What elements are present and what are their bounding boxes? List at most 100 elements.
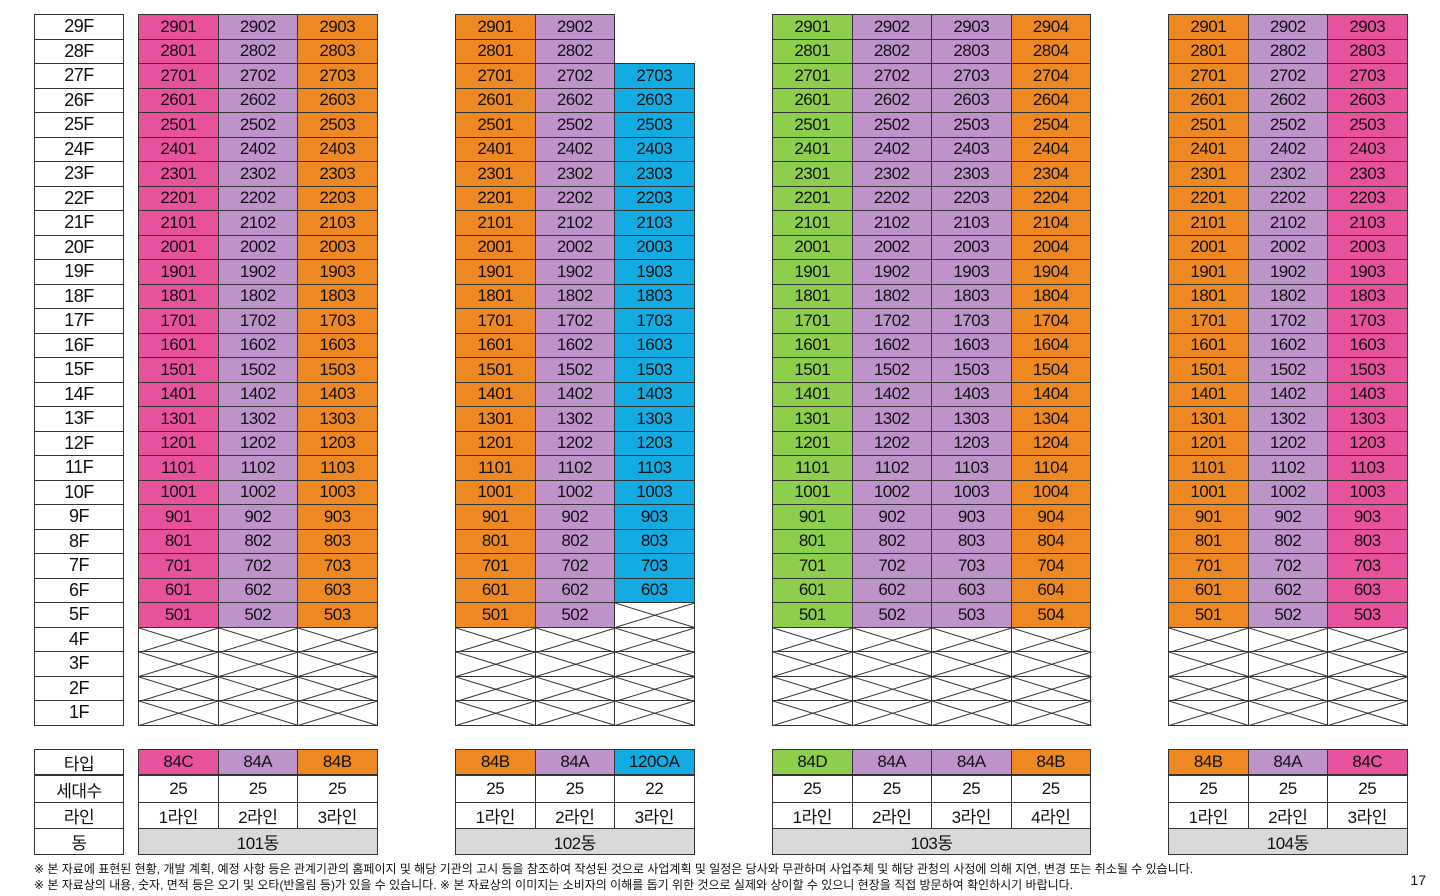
unit-cell[interactable]: 2203 — [297, 185, 378, 211]
unit-cell[interactable]: 2602 — [534, 87, 615, 113]
unit-cell[interactable]: 2402 — [217, 136, 298, 162]
unit-cell[interactable]: 1002 — [534, 479, 615, 505]
unit-cell[interactable]: 701 — [455, 553, 536, 579]
unit-cell[interactable]: 2402 — [1247, 136, 1328, 162]
unit-cell[interactable]: 2903 — [931, 14, 1012, 40]
unit-cell[interactable]: 1802 — [534, 283, 615, 309]
unit-cell[interactable]: 1002 — [1247, 479, 1328, 505]
unit-cell[interactable]: 601 — [1168, 577, 1249, 603]
unit-cell[interactable]: 702 — [534, 553, 615, 579]
unit-cell[interactable]: 602 — [1247, 577, 1328, 603]
unit-cell[interactable]: 1001 — [772, 479, 853, 505]
unit-cell[interactable]: 2702 — [851, 63, 932, 89]
unit-cell[interactable]: 1503 — [614, 357, 695, 383]
unit-cell[interactable]: 501 — [455, 602, 536, 628]
unit-cell[interactable]: 1102 — [217, 455, 298, 481]
unit-cell[interactable]: 2302 — [217, 161, 298, 187]
unit-cell[interactable]: 1003 — [297, 479, 378, 505]
unit-cell[interactable]: 1504 — [1010, 357, 1091, 383]
unit-cell[interactable]: 2901 — [455, 14, 536, 40]
unit-cell[interactable]: 701 — [772, 553, 853, 579]
unit-cell[interactable]: 1301 — [1168, 406, 1249, 432]
unit-cell[interactable]: 2103 — [297, 210, 378, 236]
unit-cell[interactable]: 2102 — [1247, 210, 1328, 236]
unit-cell[interactable]: 2301 — [772, 161, 853, 187]
unit-cell[interactable]: 1303 — [931, 406, 1012, 432]
unit-cell[interactable]: 1102 — [851, 455, 932, 481]
unit-cell[interactable]: 1101 — [455, 455, 536, 481]
unit-cell[interactable]: 1703 — [297, 308, 378, 334]
unit-cell[interactable]: 2701 — [772, 63, 853, 89]
unit-cell[interactable]: 1903 — [1327, 259, 1408, 285]
unit-cell[interactable]: 2404 — [1010, 136, 1091, 162]
unit-cell[interactable]: 1801 — [138, 283, 219, 309]
unit-cell[interactable]: 1303 — [297, 406, 378, 432]
unit-cell[interactable]: 1203 — [297, 430, 378, 456]
unit-cell[interactable]: 903 — [614, 504, 695, 530]
unit-cell[interactable]: 2902 — [851, 14, 932, 40]
unit-cell[interactable]: 903 — [297, 504, 378, 530]
unit-cell[interactable]: 902 — [534, 504, 615, 530]
unit-cell[interactable]: 1502 — [217, 357, 298, 383]
unit-cell[interactable]: 1603 — [931, 332, 1012, 358]
unit-cell[interactable]: 1601 — [772, 332, 853, 358]
unit-cell[interactable]: 703 — [614, 553, 695, 579]
unit-cell[interactable]: 2102 — [534, 210, 615, 236]
unit-cell[interactable]: 603 — [1327, 577, 1408, 603]
unit-cell[interactable]: 2702 — [534, 63, 615, 89]
unit-cell[interactable]: 2802 — [851, 38, 932, 64]
unit-cell[interactable]: 2402 — [851, 136, 932, 162]
unit-cell[interactable]: 901 — [772, 504, 853, 530]
unit-cell[interactable]: 2104 — [1010, 210, 1091, 236]
unit-cell[interactable]: 1302 — [1247, 406, 1328, 432]
unit-cell[interactable]: 1502 — [534, 357, 615, 383]
unit-cell[interactable]: 603 — [614, 577, 695, 603]
unit-cell[interactable]: 1701 — [772, 308, 853, 334]
unit-cell[interactable]: 1901 — [772, 259, 853, 285]
unit-cell[interactable]: 2501 — [455, 112, 536, 138]
unit-cell[interactable]: 2203 — [1327, 185, 1408, 211]
unit-cell[interactable]: 2901 — [1168, 14, 1249, 40]
unit-cell[interactable]: 1603 — [1327, 332, 1408, 358]
unit-cell[interactable]: 2403 — [614, 136, 695, 162]
unit-cell[interactable]: 2002 — [217, 234, 298, 260]
unit-cell[interactable]: 1902 — [851, 259, 932, 285]
unit-cell[interactable]: 1402 — [1247, 381, 1328, 407]
unit-cell[interactable]: 2003 — [931, 234, 1012, 260]
unit-cell[interactable]: 801 — [455, 528, 536, 554]
unit-cell[interactable]: 703 — [1327, 553, 1408, 579]
unit-cell[interactable]: 1602 — [534, 332, 615, 358]
unit-cell[interactable]: 2101 — [1168, 210, 1249, 236]
unit-cell[interactable]: 2902 — [217, 14, 298, 40]
unit-cell[interactable]: 1403 — [614, 381, 695, 407]
unit-cell[interactable]: 1502 — [851, 357, 932, 383]
unit-cell[interactable]: 2203 — [931, 185, 1012, 211]
unit-cell[interactable]: 502 — [851, 602, 932, 628]
unit-cell[interactable]: 1701 — [455, 308, 536, 334]
unit-cell[interactable]: 502 — [1247, 602, 1328, 628]
unit-cell[interactable]: 2701 — [1168, 63, 1249, 89]
unit-cell[interactable]: 1303 — [614, 406, 695, 432]
unit-cell[interactable]: 2504 — [1010, 112, 1091, 138]
unit-cell[interactable]: 2703 — [931, 63, 1012, 89]
unit-cell[interactable]: 2902 — [534, 14, 615, 40]
unit-cell[interactable]: 1101 — [772, 455, 853, 481]
unit-cell[interactable]: 2401 — [772, 136, 853, 162]
unit-cell[interactable]: 801 — [138, 528, 219, 554]
unit-cell[interactable]: 2501 — [772, 112, 853, 138]
unit-cell[interactable]: 1201 — [1168, 430, 1249, 456]
unit-cell[interactable]: 2002 — [851, 234, 932, 260]
unit-cell[interactable]: 2803 — [931, 38, 1012, 64]
unit-cell[interactable]: 1903 — [614, 259, 695, 285]
unit-cell[interactable]: 2803 — [1327, 38, 1408, 64]
unit-cell[interactable]: 2101 — [455, 210, 536, 236]
unit-cell[interactable]: 2702 — [1247, 63, 1328, 89]
unit-cell[interactable]: 2703 — [297, 63, 378, 89]
unit-cell[interactable]: 1301 — [138, 406, 219, 432]
unit-cell[interactable]: 1703 — [1327, 308, 1408, 334]
unit-cell[interactable]: 1501 — [138, 357, 219, 383]
unit-cell[interactable]: 1503 — [931, 357, 1012, 383]
unit-cell[interactable]: 1703 — [614, 308, 695, 334]
unit-cell[interactable]: 2802 — [1247, 38, 1328, 64]
unit-cell[interactable]: 1103 — [614, 455, 695, 481]
